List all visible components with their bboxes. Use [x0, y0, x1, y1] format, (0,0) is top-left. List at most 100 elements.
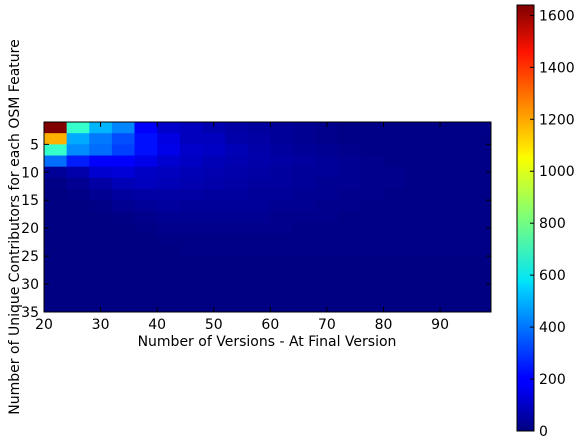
heatmap-cell: [270, 233, 294, 246]
heatmap-cell: [202, 256, 226, 268]
heatmap-cell: [157, 211, 181, 223]
heatmap-cell: [247, 166, 271, 179]
heatmap-cell: [474, 300, 492, 313]
heatmap-cell: [338, 267, 362, 279]
heatmap-cell: [451, 256, 475, 268]
y-axis-ticks: 5 10 15 20 25 30 35: [21, 137, 491, 321]
heatmap-cell: [157, 267, 181, 279]
heatmap-cell: [247, 256, 271, 268]
heatmap-cell: [44, 289, 68, 302]
heatmap-cell: [157, 133, 181, 145]
heatmap-cell: [179, 155, 203, 168]
heatmap-cell: [179, 289, 203, 302]
heatmap-cell: [270, 122, 294, 134]
x-tick-label: 30: [92, 317, 110, 333]
heatmap-cell: [44, 222, 68, 235]
heatmap-cell: [451, 177, 475, 190]
heatmap-cell: [247, 222, 271, 235]
heatmap-cell: [179, 267, 203, 279]
heatmap-cell: [292, 278, 316, 291]
heatmap-cell: [270, 244, 294, 257]
heatmap-cell: [451, 289, 475, 302]
heatmap-cell: [451, 300, 475, 313]
heatmap-cell: [134, 278, 158, 291]
heatmap-cell: [338, 133, 362, 145]
heatmap-cell: [111, 144, 135, 156]
heatmap-cell: [406, 244, 430, 257]
heatmap-cell: [44, 166, 68, 179]
heatmap-cell: [406, 256, 430, 268]
heatmap-cell: [474, 233, 492, 246]
heatmap-cell: [315, 289, 339, 302]
heatmap-cell: [179, 189, 203, 201]
heatmap-cell: [44, 256, 68, 268]
heatmap-cell: [157, 200, 181, 212]
x-tick-label: 40: [148, 317, 166, 333]
heatmap-cell: [66, 144, 90, 156]
heatmap-cell: [338, 289, 362, 302]
heatmap-cell: [360, 211, 384, 223]
heatmap-cell: [111, 155, 135, 168]
heatmap-cell: [134, 166, 158, 179]
x-tick-label: 50: [205, 317, 223, 333]
heatmap-cell: [247, 200, 271, 212]
heatmap-cell: [89, 233, 113, 246]
heatmap-cell: [474, 289, 492, 302]
heatmap-cell: [338, 166, 362, 179]
heatmap-cell: [270, 300, 294, 313]
heatmap-cell: [225, 133, 249, 145]
heatmap-cell: [111, 122, 135, 134]
heatmap-cell: [406, 289, 430, 302]
heatmap-cell: [202, 133, 226, 145]
heatmap-cell: [428, 244, 452, 257]
heatmap-cell: [474, 244, 492, 257]
heatmap-cell: [292, 166, 316, 179]
heatmap-cell: [406, 155, 430, 168]
heatmap-cell: [360, 166, 384, 179]
heatmap-cell: [428, 189, 452, 201]
heatmap-cell: [338, 222, 362, 235]
heatmap-cell: [406, 278, 430, 291]
heatmap-cell: [157, 189, 181, 201]
heatmap-cell: [270, 200, 294, 212]
heatmap-cell: [474, 144, 492, 156]
heatmap-cell: [247, 133, 271, 145]
colorbar-tick-label: 200: [539, 372, 566, 388]
heatmap-cell: [315, 256, 339, 268]
heatmap-cell: [360, 133, 384, 145]
heatmap-cell: [270, 133, 294, 145]
heatmap-cell: [134, 144, 158, 156]
heatmap-cell: [360, 177, 384, 190]
heatmap-cell: [44, 267, 68, 279]
heatmap-cell: [474, 200, 492, 212]
heatmap-cell: [338, 233, 362, 246]
heatmap-cell: [383, 166, 407, 179]
heatmap-cell: [383, 189, 407, 201]
heatmap-cell: [111, 233, 135, 246]
heatmap-cell: [360, 278, 384, 291]
heatmap-cell: [406, 300, 430, 313]
heatmap-cell: [474, 256, 492, 268]
heatmap-cell: [225, 144, 249, 156]
heatmap-cell: [44, 189, 68, 201]
heatmap-cell: [179, 177, 203, 190]
heatmap-cell: [247, 267, 271, 279]
heatmap-cell: [179, 211, 203, 223]
x-tick-label: 70: [318, 317, 336, 333]
colorbar-tick-label: 800: [539, 216, 566, 232]
heatmap-cell: [406, 133, 430, 145]
heatmap-cell: [89, 177, 113, 190]
heatmap-cell: [66, 200, 90, 212]
heatmap-cell: [338, 189, 362, 201]
heatmap-cell: [338, 177, 362, 190]
heatmap-cell: [338, 122, 362, 134]
heatmap-cell: [202, 278, 226, 291]
heatmap-cell: [406, 144, 430, 156]
heatmap-cell: [428, 278, 452, 291]
heatmap-cell: [44, 244, 68, 257]
heatmap-cell: [292, 300, 316, 313]
heatmap-cell: [383, 211, 407, 223]
heatmap-cell: [270, 211, 294, 223]
heatmap-cell: [111, 244, 135, 257]
heatmap-cell: [315, 278, 339, 291]
